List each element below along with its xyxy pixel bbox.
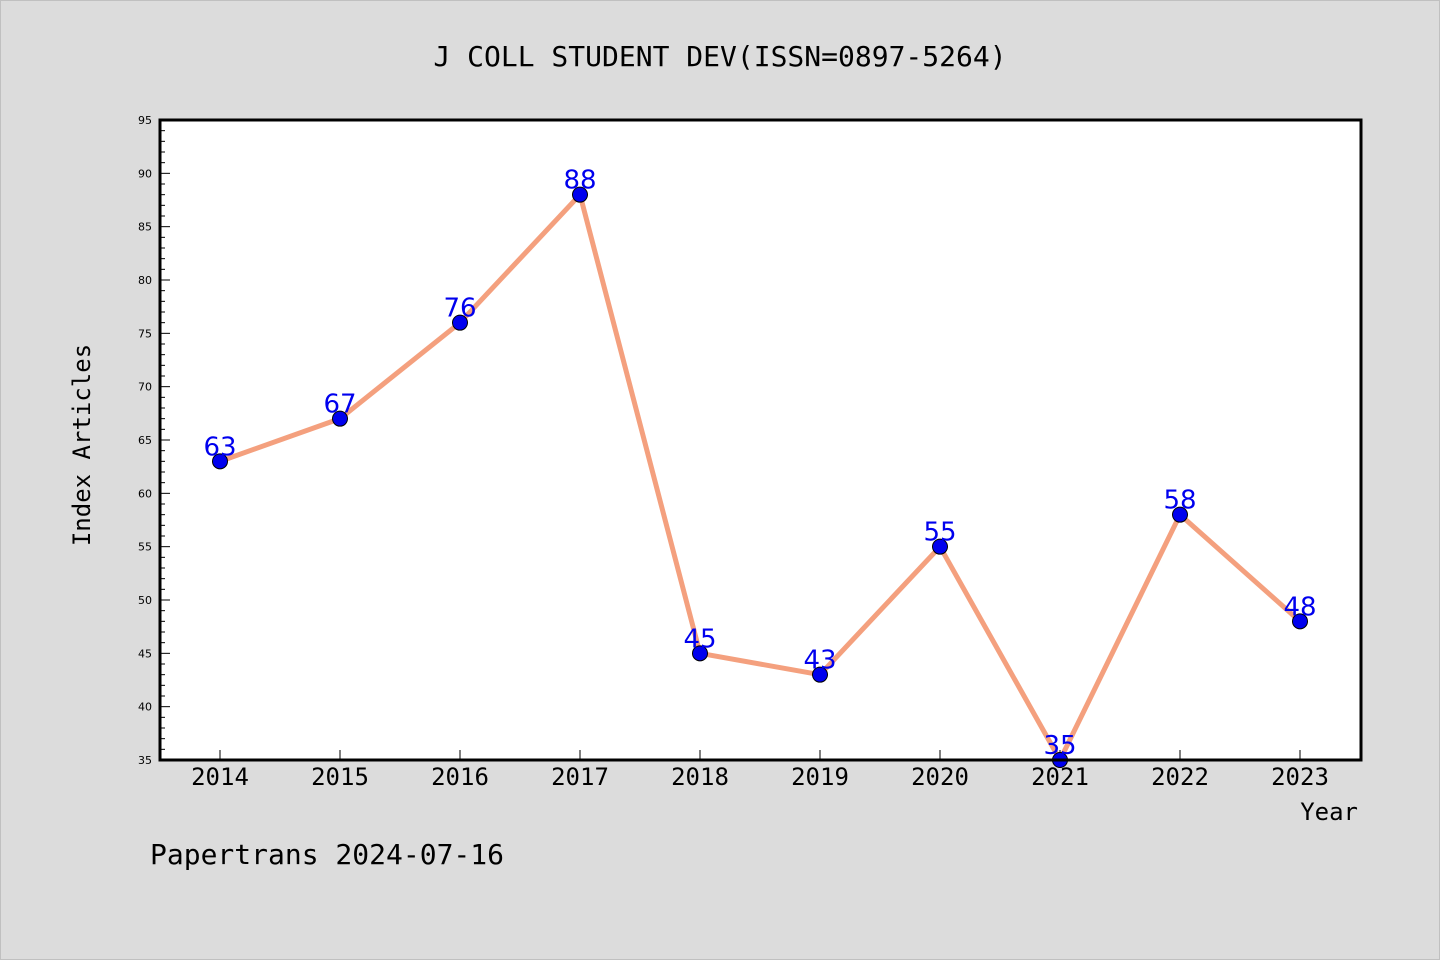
data-label: 43 [803,646,836,676]
data-point [812,666,828,683]
data-label: 35 [1043,731,1076,761]
x-tick-label: 2014 [191,763,249,791]
data-labels: 63 67 76 88 45 43 55 35 58 48 [203,166,1316,761]
plot-area [160,120,1361,760]
data-label: 48 [1283,592,1316,622]
y-tick-label: 45 [138,647,152,660]
data-label: 88 [563,166,596,196]
y-tick-label: 65 [138,434,152,447]
data-point [692,645,708,662]
series-line-segment [457,192,583,326]
x-tick-label: 2017 [551,763,609,791]
y-tick-label: 55 [138,541,152,554]
data-point [212,453,228,470]
data-label: 58 [1163,486,1196,516]
y-tick-label: 85 [138,221,152,234]
series-line-segment [577,192,703,656]
y-tick-label: 80 [138,274,152,287]
x-tick-label: 2020 [911,763,969,791]
x-tick-label: 2018 [671,763,729,791]
series-line-segment [1177,512,1303,624]
x-axis-ticks: 2014 2015 2016 2017 2018 2019 2020 2021 2022 2023 [191,750,1329,791]
y-tick-label: 60 [138,487,152,500]
data-label: 67 [323,390,356,420]
data-label: 76 [443,294,476,324]
y-tick-label: 90 [138,167,152,180]
y-axis-label: Index Articles [68,344,96,546]
data-point [572,186,588,203]
y-tick-label: 35 [138,754,152,767]
series-line-segment [697,650,823,678]
y-tick-label: 50 [138,594,152,607]
x-tick-label: 2023 [1271,763,1329,791]
y-tick-label: 75 [138,327,152,340]
data-points [212,186,1308,768]
data-point [932,538,948,555]
data-point [1292,613,1308,630]
data-label: 45 [683,624,716,654]
series-line-segment [217,416,343,464]
data-point [332,410,348,427]
chart-title: J COLL STUDENT DEV(ISSN=0897-5264) [433,40,1006,73]
series-line-segment [337,320,463,422]
x-tick-label: 2015 [311,763,369,791]
series-line-segment [1057,512,1183,763]
data-label: 63 [203,432,236,462]
x-tick-label: 2016 [431,763,489,791]
x-axis-label: Year [1300,798,1358,826]
footer-note: Papertrans 2024-07-16 [150,838,504,871]
series-line-segment [817,544,943,678]
plot-border [158,118,1363,762]
x-tick-label: 2022 [1151,763,1209,791]
y-tick-label: 95 [138,114,152,127]
y-tick-label: 70 [138,381,152,394]
data-point [452,314,468,331]
data-point [1172,506,1188,523]
series-line-segment [937,544,1063,763]
y-axis-ticks: 35 40 45 50 55 60 65 70 75 80 85 90 95 [138,114,170,767]
data-label: 55 [923,518,956,548]
x-tick-label: 2019 [791,763,849,791]
y-tick-label: 40 [138,701,152,714]
series-line-group [217,192,1303,763]
